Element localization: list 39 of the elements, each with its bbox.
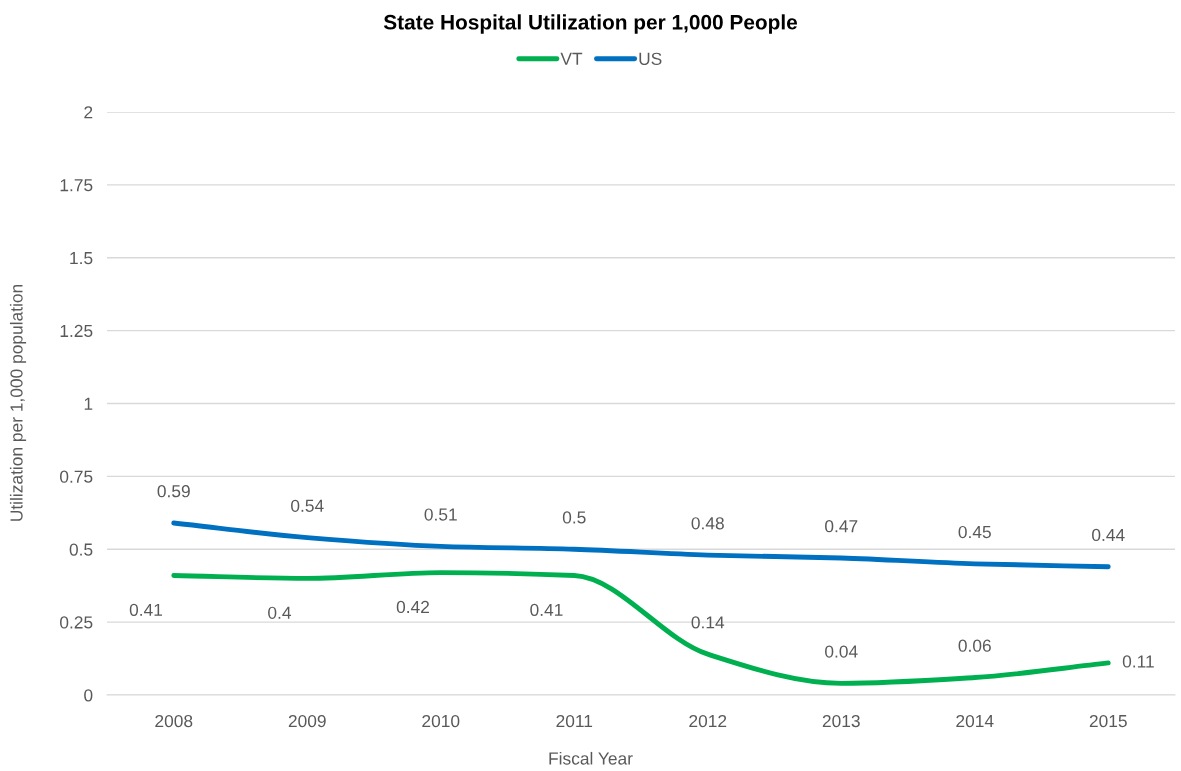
data-label: 0.48 [691, 517, 724, 530]
data-label: 0.5 [562, 511, 586, 524]
data-label: 0.45 [958, 525, 991, 539]
x-tick-label: 2013 [822, 714, 860, 728]
y-tick-label: 0.5 [69, 543, 93, 556]
data-label: 0.44 [1092, 528, 1125, 542]
y-axis-title: Utilization per 1,000 population [9, 284, 27, 521]
y-tick-label: 1.25 [60, 324, 93, 338]
y-tick-label: 0.75 [60, 470, 93, 483]
data-label: 0.47 [825, 520, 858, 533]
x-tick-label: 2009 [288, 714, 326, 728]
x-tick-label: 2011 [556, 714, 593, 728]
legend-label: US [639, 52, 662, 65]
data-label: 0.11 [1122, 655, 1154, 668]
data-label: 0.04 [825, 645, 858, 658]
x-tick-label: 2015 [1089, 714, 1127, 728]
x-tick-label: 2010 [422, 714, 460, 728]
data-label: 0.42 [396, 600, 429, 614]
x-tick-label: 2014 [956, 714, 994, 728]
data-label: 0.54 [291, 499, 324, 512]
y-tick-label: 0.25 [60, 616, 93, 629]
y-tick-label: 2 [84, 106, 93, 119]
line-series [171, 570, 1111, 686]
data-label: 0.14 [691, 616, 725, 629]
y-tick-label: 1 [84, 397, 93, 410]
data-label: 0.59 [157, 485, 190, 498]
chart-title: State Hospital Utilization per 1,000 People [383, 14, 798, 34]
data-label: 0.41 [530, 603, 563, 617]
legend-label: VT [560, 52, 583, 65]
x-tick-label: 2008 [155, 714, 193, 728]
data-label: 0.4 [268, 606, 292, 619]
data-label: 0.41 [129, 603, 163, 617]
y-tick-label: 1.5 [70, 252, 93, 265]
y-tick-label: 1.75 [60, 179, 93, 192]
x-axis-title: Fiscal Year [549, 751, 633, 765]
y-tick-label: 0 [84, 689, 93, 702]
data-label: 0.51 [424, 508, 457, 521]
data-label: 0.06 [958, 639, 991, 652]
x-tick-label: 2012 [689, 714, 727, 728]
